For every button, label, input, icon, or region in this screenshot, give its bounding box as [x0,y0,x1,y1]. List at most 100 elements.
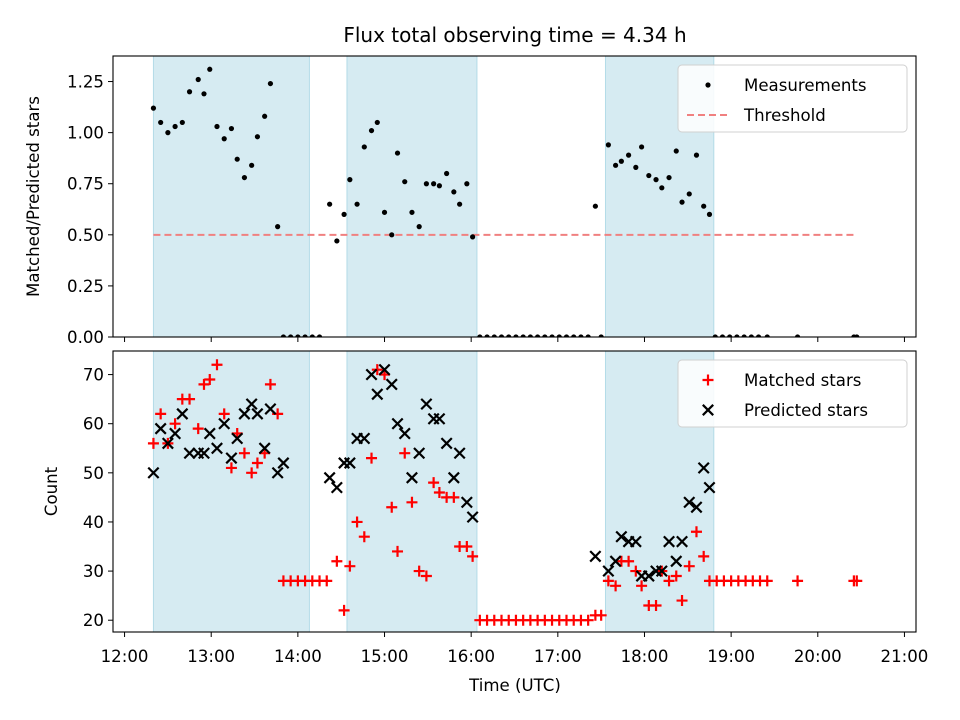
data-point [341,211,347,217]
x-tick-label: 18:00 [621,647,669,666]
data-point [371,388,384,401]
legend-box [677,64,908,133]
data-point [323,471,336,484]
data-point [169,427,182,440]
data-point [602,565,615,578]
data-point [344,560,356,572]
data-point [371,364,383,376]
data-point [246,467,258,479]
data-point [155,408,167,420]
data-point [147,466,160,479]
data-point [461,541,473,553]
data-point [228,125,235,132]
data-point [748,334,754,337]
x-tick-label: 14:00 [274,647,322,666]
data-point [650,599,662,611]
data-point [330,481,343,494]
data-point [609,555,622,568]
x-tick-label: 17:00 [534,647,582,666]
data-point [582,614,594,626]
data-point [158,119,164,126]
data-point [221,136,227,142]
data-point [549,334,555,337]
data-point [183,447,196,460]
y-tick-label: 0.00 [67,328,104,347]
data-point [254,134,261,140]
y-tick-label: 0.25 [67,277,104,296]
data-point [374,119,380,126]
data-point [727,334,733,337]
data-point [663,575,675,587]
data-point [231,432,244,445]
data-point [176,407,189,420]
data-point [389,232,395,238]
data-point [666,174,672,181]
data-point [186,89,193,95]
data-point [719,334,726,337]
data-point [585,334,591,337]
data-point [192,423,204,435]
y-tick-label: 0.75 [67,175,104,194]
data-point [638,144,645,150]
x-tick-label: 13:00 [187,647,235,666]
data-point [262,113,268,119]
data-point [683,496,696,509]
y-axis-label: Matched/Predicted stars [24,96,43,297]
data-point [245,398,258,411]
data-point [391,417,404,430]
data-point [701,203,707,209]
data-point [764,334,770,337]
legend-box [677,359,908,428]
data-point [368,127,375,134]
legend-label: Predicted stars [744,401,868,420]
data-point [398,427,411,440]
series-points [147,359,863,626]
data-point [602,575,614,587]
data-point [498,334,505,337]
legend-label: Threshold [743,106,826,125]
data-point [467,550,479,562]
data-point [179,119,185,126]
data-point [409,209,415,215]
data-point [385,378,398,391]
data-point [295,334,301,337]
y-tick-label: 50 [83,464,104,483]
legend: Matched stars Predicted stars [677,359,908,428]
data-point [761,575,773,587]
data-point [447,471,460,484]
data-point [520,334,526,337]
data-point [686,191,692,197]
data-point [605,142,611,148]
data-point [358,531,370,543]
data-point [392,545,404,557]
data-point [150,105,157,111]
data-point [420,570,432,582]
panel-ratio: 0.00 0.25 0.50 0.75 1.00 1.25 Matched/Predicte… [24,55,917,347]
chart-title: Flux total observing time = 4.34 h [343,23,686,47]
series-matched-stars [147,359,863,626]
data-point [413,447,426,460]
data-point [618,158,624,164]
data-point [563,334,570,337]
data-point [697,461,710,474]
legend-marker [705,82,711,88]
data-point [331,555,343,567]
data-point [693,152,700,158]
data-point [321,575,333,587]
data-point [595,609,607,621]
data-point [381,209,388,215]
y-tick-label: 1.00 [67,124,104,143]
x-tick-label: 20:00 [794,647,842,666]
data-point [413,565,425,577]
data-point [288,334,294,337]
data-point [663,535,676,548]
data-point [433,412,446,425]
x-tick-label: 19:00 [707,647,755,666]
y-tick-label: 60 [83,415,104,434]
data-point [646,172,652,179]
data-point [203,427,216,440]
data-point [280,334,287,337]
data-point [405,471,418,484]
data-point [423,181,430,187]
